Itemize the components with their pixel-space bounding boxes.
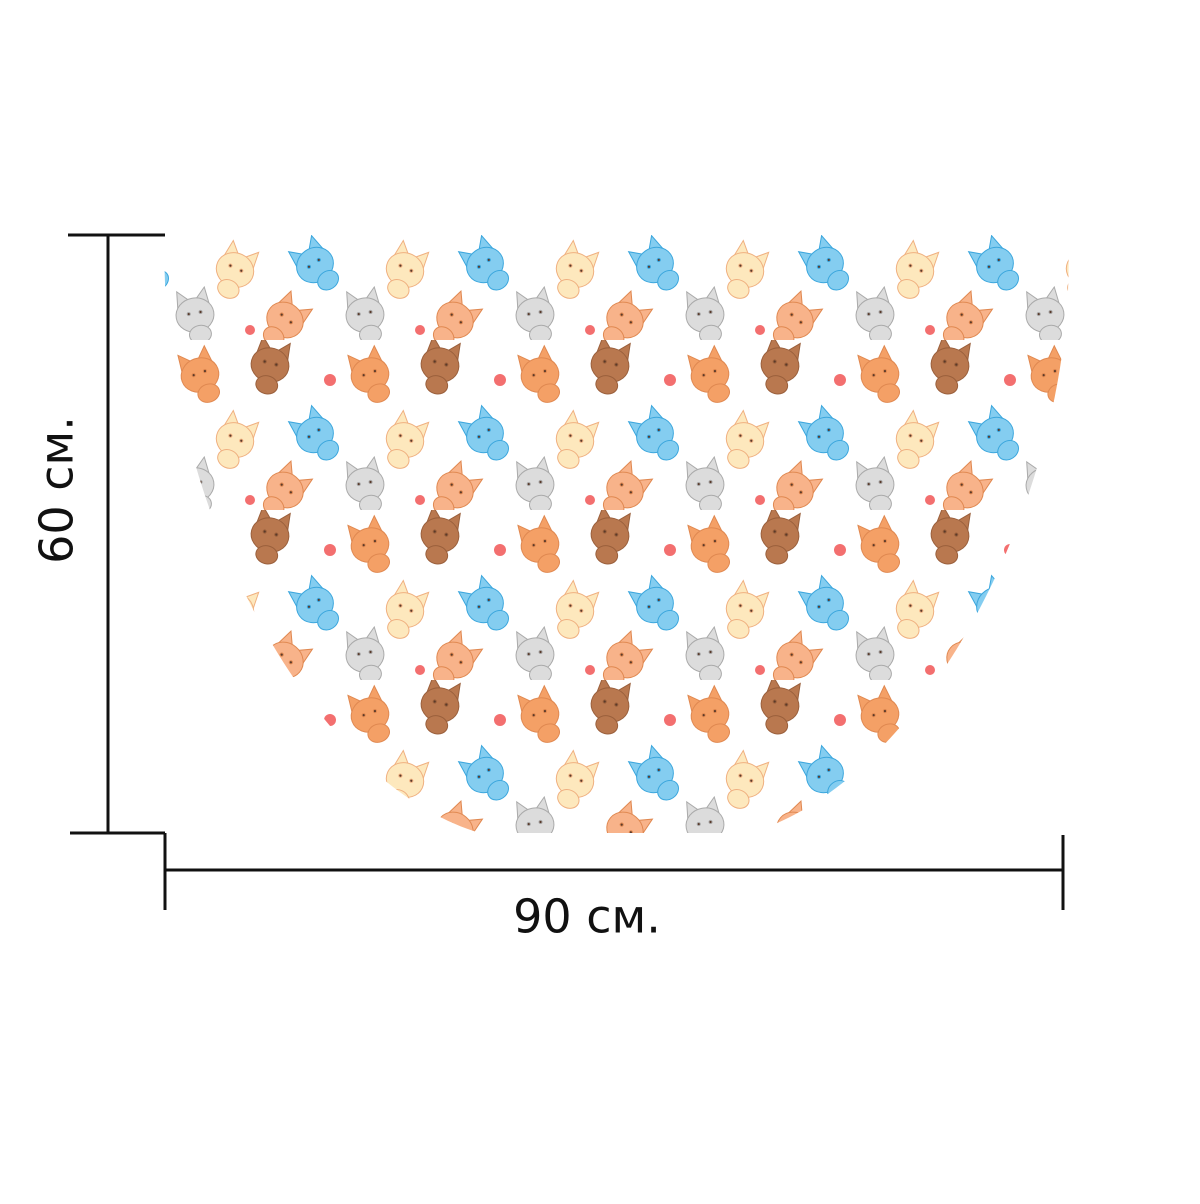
rug <box>164 235 1069 833</box>
width-label: 90 см. <box>513 890 661 944</box>
dimension-lines <box>68 233 1065 910</box>
height-label: 60 см. <box>30 416 84 564</box>
